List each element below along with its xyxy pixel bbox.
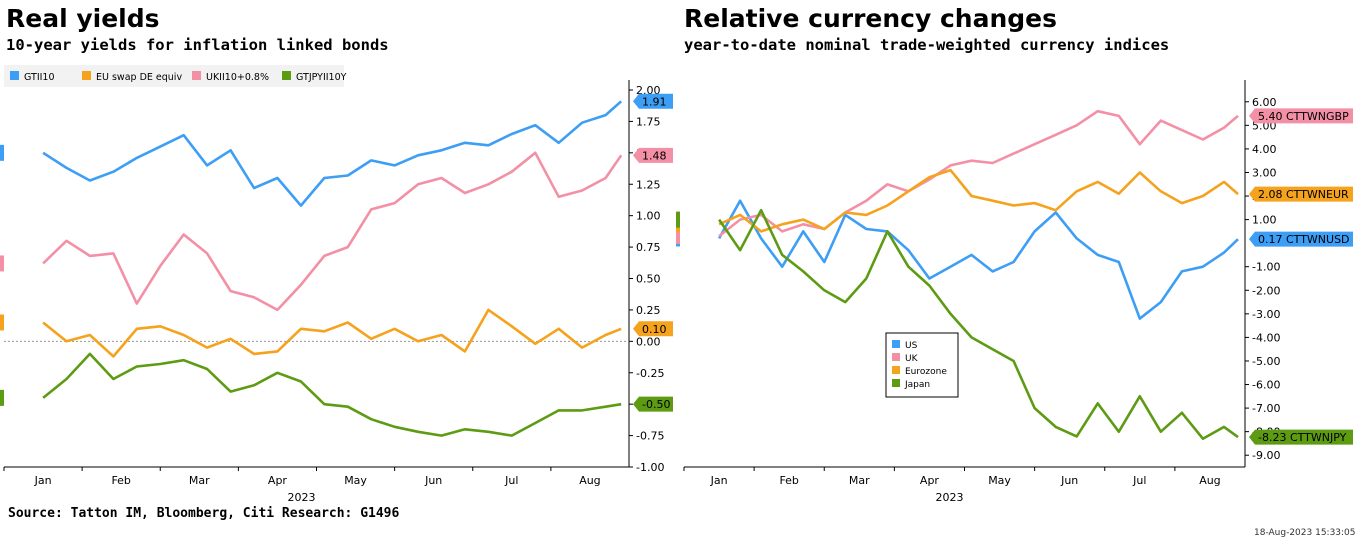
legend-swatch (892, 366, 900, 374)
legend-box (4, 65, 344, 87)
timestamp: 18-Aug-2023 15:33:05 (1254, 528, 1356, 538)
x-tick-label: May (344, 474, 367, 487)
x-axis-label: 2023 (288, 491, 316, 504)
right-chart-title: Relative currency changes (684, 4, 1057, 33)
series-line-us (717, 199, 1239, 320)
last-value-label: 5.40 CTTWNGBP (1258, 110, 1349, 123)
legend-entry: Eurozone (905, 367, 947, 377)
y-tick-label: 0.75 (636, 241, 661, 254)
legend-entry: EU swap DE equiv (96, 72, 182, 83)
series-line-uk (718, 109, 1239, 238)
legend-swatch (892, 353, 900, 361)
series-line-gtii10 (42, 100, 623, 207)
real-yields-chart: JanFebMarAprMayJunJulAug20232.001.751.50… (0, 65, 673, 504)
right-chart-subtitle: year-to-date nominal trade-weighted curr… (684, 36, 1170, 54)
legend-swatch (892, 340, 900, 348)
last-value-tag (1249, 231, 1353, 247)
start-marker (676, 211, 680, 228)
x-tick-label: Jun (1060, 474, 1078, 487)
last-value-tag (1249, 186, 1353, 202)
last-value-label: 0.10 (642, 323, 667, 336)
y-tick-label: -2.00 (1252, 284, 1280, 297)
y-tick-label: 2.00 (636, 84, 661, 97)
last-value-tag (633, 93, 673, 109)
y-tick-label: -1.00 (1252, 261, 1280, 274)
last-value-label: 0.17 CTTWNUSD (1258, 233, 1350, 246)
legend-entry: US (905, 341, 918, 351)
last-value-tag (633, 396, 673, 412)
y-tick-label: 4.00 (1252, 143, 1277, 156)
y-tick-label: 1.25 (636, 178, 661, 191)
x-tick-label: Jan (710, 474, 728, 487)
series-line-eu-swap-de-equiv (42, 308, 622, 358)
y-tick-label: 0.50 (636, 273, 661, 286)
left-chart-title: Real yields (6, 4, 160, 33)
y-tick-label: -6.00 (1252, 379, 1280, 392)
currency-changes-chart: Jan Feb Mar Apr May Jun Jul Aug20236.005.004.00… (676, 80, 1353, 504)
start-marker (0, 255, 4, 272)
x-tick-label: Apr (268, 474, 288, 487)
left-chart-subtitle: 10-year yields for inflation linked bond… (6, 36, 389, 54)
last-value-tag (633, 147, 673, 163)
y-tick-label: 0.25 (636, 304, 661, 317)
last-value-label: -8.23 CTTWNJPY (1258, 431, 1347, 444)
source-note: Source: Tatton IM, Bloomberg, Citi Resea… (8, 506, 400, 521)
series-line-japan (718, 208, 1239, 441)
start-marker (0, 389, 4, 406)
x-tick-label: Apr (920, 474, 940, 487)
series-line-ukii10-0-8- (42, 151, 623, 312)
y-tick-label: 1.00 (1252, 214, 1277, 227)
y-tick-label: -3.00 (1252, 308, 1280, 321)
x-tick-label: Aug (579, 474, 600, 487)
legend-swatch (892, 379, 900, 387)
y-tick-label: 1.75 (636, 115, 661, 128)
y-tick-label: -0.25 (636, 367, 664, 380)
legend-swatch (282, 71, 291, 80)
y-tick-label: -9.00 (1252, 449, 1280, 462)
y-tick-label: 6.00 (1252, 96, 1277, 109)
legend-swatch (10, 71, 19, 80)
last-value-tag (1249, 429, 1353, 445)
legend: US UK Eurozone Japan (885, 332, 959, 398)
last-value-label: 2.08 CTTWNEUR (1258, 188, 1349, 201)
y-tick-label: 1.00 (636, 210, 661, 223)
x-tick-label: Feb (111, 474, 130, 487)
legend-entry: GTJPYII10Y (296, 72, 347, 83)
y-tick-label: -7.00 (1252, 402, 1280, 415)
legend-entry: UKII10+0.8% (206, 72, 269, 83)
x-tick-label: Mar (849, 474, 870, 487)
start-marker (676, 228, 680, 245)
y-tick-label: 3.00 (1252, 166, 1277, 179)
last-value-label: -0.50 (642, 398, 670, 411)
legend-swatch (82, 71, 91, 80)
y-tick-label: -1.00 (636, 461, 664, 474)
legend-entry: GTII10 (24, 72, 55, 83)
legend-swatch (192, 71, 201, 80)
x-tick-label: Jul (1132, 474, 1146, 487)
series-line-eurozone (718, 168, 1239, 233)
x-tick-label: Feb (779, 474, 798, 487)
x-tick-label: Mar (189, 474, 210, 487)
legend-entry: UK (905, 354, 919, 364)
y-tick-label: -5.00 (1252, 355, 1280, 368)
x-tick-label: Jun (424, 474, 442, 487)
start-marker (0, 314, 4, 331)
y-tick-label: -0.75 (636, 430, 664, 443)
legend-entry: Japan (904, 380, 930, 390)
x-tick-label: Jul (504, 474, 518, 487)
last-value-label: 1.91 (642, 95, 667, 108)
y-tick-label: 0.00 (636, 335, 661, 348)
last-value-tag (1249, 108, 1353, 124)
start-marker (0, 144, 4, 161)
series-line-gtjpyii10y (42, 352, 622, 437)
x-axis-label: 2023 (936, 491, 964, 504)
last-value-label: 1.48 (642, 149, 667, 162)
x-tick-label: May (988, 474, 1011, 487)
y-tick-label: -4.00 (1252, 331, 1280, 344)
x-tick-label: Aug (1199, 474, 1220, 487)
last-value-tag (633, 321, 673, 337)
legend: GTII10 EU swap DE equiv UKII10+0.8% GTJPYII… (4, 65, 347, 87)
x-tick-label: Jan (34, 474, 52, 487)
